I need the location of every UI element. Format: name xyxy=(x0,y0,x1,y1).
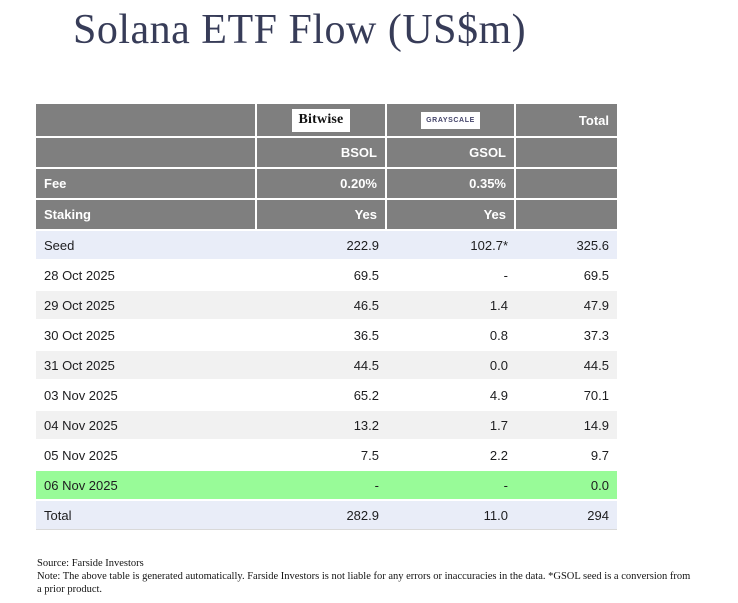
gsol-staking-cell: Yes xyxy=(387,200,516,229)
bsol-value: 69.5 xyxy=(353,267,379,283)
row-label: 06 Nov 2025 xyxy=(44,477,118,493)
provider-logo-row: Bitwise GRAYSCALE Total xyxy=(36,104,617,138)
table-footnotes: Source: Farside Investors Note: The abov… xyxy=(37,557,697,596)
total-value: 14.9 xyxy=(583,417,609,433)
grayscale-header-cell: GRAYSCALE xyxy=(387,104,516,136)
row-label: 28 Oct 2025 xyxy=(44,267,115,283)
row-label: Seed xyxy=(44,237,75,253)
bsol-value: 65.2 xyxy=(353,387,379,403)
bsol-value: 282.9 xyxy=(346,507,379,523)
bsol-value: 46.5 xyxy=(353,297,379,313)
gsol-value: 1.4 xyxy=(489,297,508,313)
page-title: Solana ETF Flow (US$m) xyxy=(73,7,527,53)
gsol-value: 2.2 xyxy=(489,447,508,463)
total-value: 294 xyxy=(587,507,609,523)
bitwise-header-cell: Bitwise xyxy=(257,104,387,136)
gsol-value: 102.7* xyxy=(470,237,508,253)
row-label: 29 Oct 2025 xyxy=(44,297,115,313)
disclaimer-note: Note: The above table is generated autom… xyxy=(37,571,691,595)
gsol-ticker-cell: GSOL xyxy=(387,138,516,167)
etf-flow-table: Bitwise GRAYSCALE Total BSOL GSOL Fee 0.… xyxy=(36,104,617,530)
table-body: Seed 222.9 102.7* 325.6 28 Oct 2025 69.5… xyxy=(36,231,617,529)
row-label: 03 Nov 2025 xyxy=(44,387,118,403)
grayscale-logo: GRAYSCALE xyxy=(421,111,480,129)
gsol-value: - xyxy=(503,477,508,493)
total-value: 9.7 xyxy=(590,447,609,463)
row-label: 30 Oct 2025 xyxy=(44,327,115,343)
table-row: 29 Oct 2025 46.5 1.4 47.9 xyxy=(36,291,617,321)
bsol-value: 44.5 xyxy=(353,357,379,373)
total-value: 325.6 xyxy=(576,237,609,253)
empty-header-cell xyxy=(36,138,257,167)
bsol-value: 7.5 xyxy=(360,447,379,463)
bsol-staking-cell: Yes xyxy=(257,200,387,229)
table-row: 31 Oct 2025 44.5 0.0 44.5 xyxy=(36,351,617,381)
bsol-value: 222.9 xyxy=(346,237,379,253)
table-row: 06 Nov 2025 - - 0.0 xyxy=(36,471,617,501)
bsol-value: - xyxy=(374,477,379,493)
gsol-value: 1.7 xyxy=(489,417,508,433)
gsol-value: 4.9 xyxy=(489,387,508,403)
bitwise-logo: Bitwise xyxy=(291,108,351,132)
bsol-ticker-cell: BSOL xyxy=(257,138,387,167)
row-label: Total xyxy=(44,507,72,523)
ticker-row: BSOL GSOL xyxy=(36,138,617,169)
staking-row: Staking Yes Yes xyxy=(36,200,617,231)
total-value: 47.9 xyxy=(583,297,609,313)
total-value: 70.1 xyxy=(583,387,609,403)
bsol-value: 13.2 xyxy=(353,417,379,433)
table-row: 03 Nov 2025 65.2 4.9 70.1 xyxy=(36,381,617,411)
empty-header-cell xyxy=(516,169,617,198)
total-value: 44.5 xyxy=(583,357,609,373)
total-column-header: Total xyxy=(578,112,609,128)
row-label: 04 Nov 2025 xyxy=(44,417,118,433)
table-row: 05 Nov 2025 7.5 2.2 9.7 xyxy=(36,441,617,471)
empty-header-cell xyxy=(516,138,617,167)
gsol-fee-cell: 0.35% xyxy=(387,169,516,198)
table-row: 30 Oct 2025 36.5 0.8 37.3 xyxy=(36,321,617,351)
bsol-value: 36.5 xyxy=(353,327,379,343)
bsol-fee-cell: 0.20% xyxy=(257,169,387,198)
empty-header-cell xyxy=(516,200,617,229)
row-label: 05 Nov 2025 xyxy=(44,447,118,463)
source-note: Source: Farside Investors xyxy=(37,558,144,569)
total-value: 69.5 xyxy=(583,267,609,283)
table-row: Total 282.9 11.0 294 xyxy=(36,501,617,529)
fee-row: Fee 0.20% 0.35% xyxy=(36,169,617,200)
gsol-value: 11.0 xyxy=(483,507,508,523)
gsol-value: - xyxy=(503,267,508,283)
total-value: 37.3 xyxy=(583,327,609,343)
staking-row-label: Staking xyxy=(36,200,257,229)
table-row: 04 Nov 2025 13.2 1.7 14.9 xyxy=(36,411,617,441)
table-row: Seed 222.9 102.7* 325.6 xyxy=(36,231,617,261)
empty-header-cell xyxy=(36,104,257,136)
total-value: 0.0 xyxy=(590,477,609,493)
gsol-value: 0.8 xyxy=(489,327,508,343)
row-label: 31 Oct 2025 xyxy=(44,357,115,373)
gsol-value: 0.0 xyxy=(489,357,508,373)
fee-row-label: Fee xyxy=(36,169,257,198)
table-row: 28 Oct 2025 69.5 - 69.5 xyxy=(36,261,617,291)
